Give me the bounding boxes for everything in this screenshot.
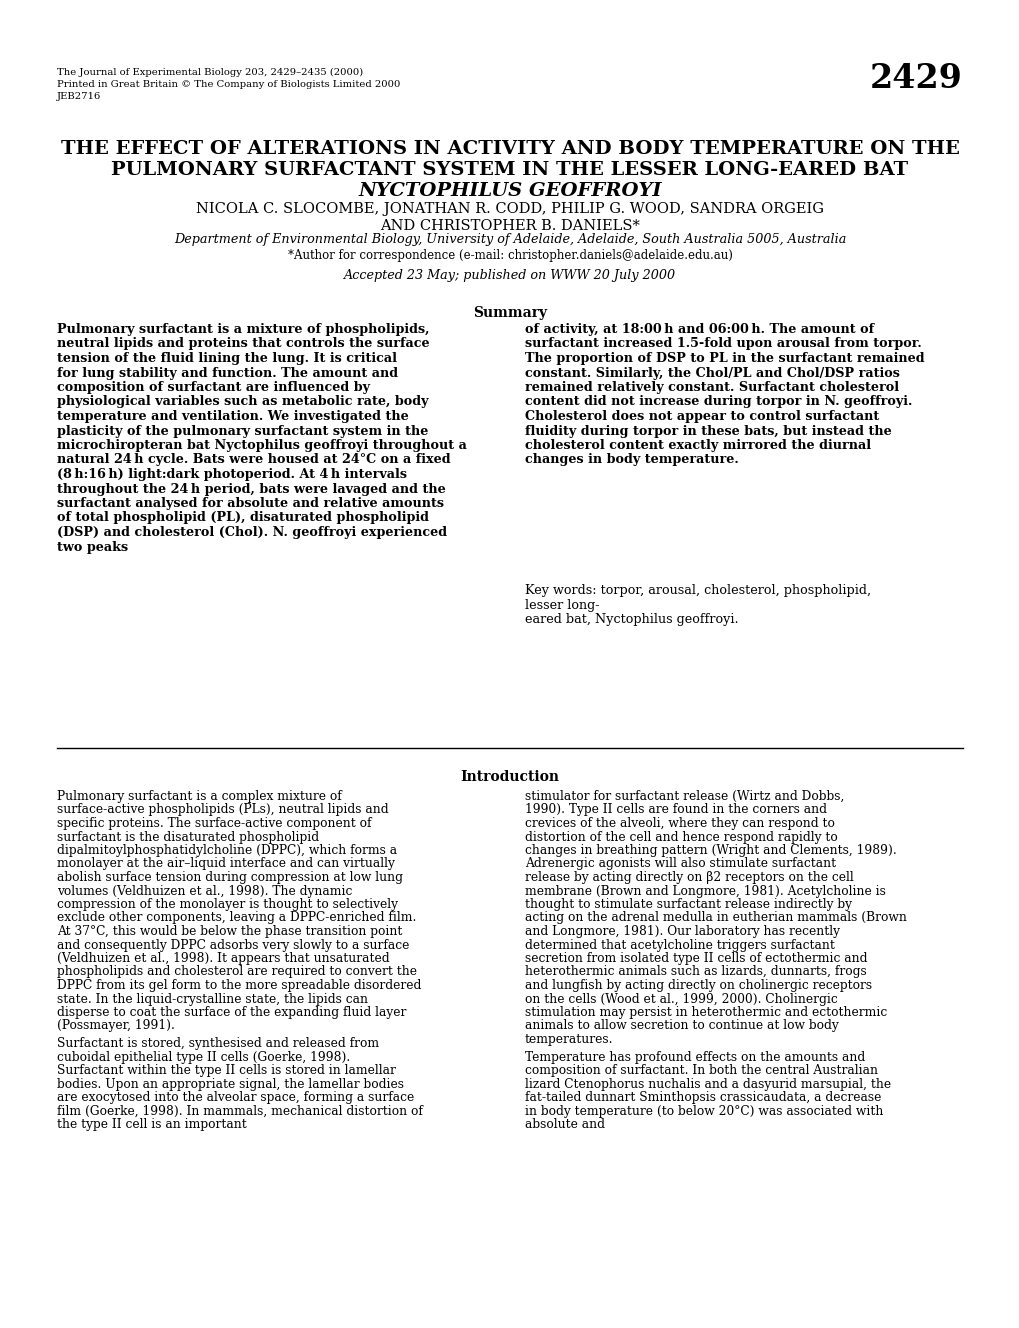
Text: of total phospholipid (PL), disaturated phospholipid: of total phospholipid (PL), disaturated … [57,511,429,525]
Text: two peaks: two peaks [57,540,128,554]
Text: plasticity of the pulmonary surfactant system in the: plasticity of the pulmonary surfactant s… [57,425,428,437]
Text: the type II cell is an important: the type II cell is an important [57,1118,247,1131]
Text: Department of Environmental Biology, University of Adelaide, Adelaide, South Aus: Department of Environmental Biology, Uni… [173,232,846,246]
Text: Summary: Summary [473,305,546,320]
Text: surfactant is the disaturated phospholipid: surfactant is the disaturated phospholip… [57,830,319,843]
Text: of activity, at 18:00 h and 06:00 h. The amount of: of activity, at 18:00 h and 06:00 h. The… [525,323,873,336]
Text: lesser long-: lesser long- [525,599,599,611]
Text: The proportion of DSP to PL in the surfactant remained: The proportion of DSP to PL in the surfa… [525,352,923,365]
Text: surface-active phospholipids (PLs), neutral lipids and: surface-active phospholipids (PLs), neut… [57,803,388,817]
Text: and consequently DPPC adsorbs very slowly to a surface: and consequently DPPC adsorbs very slowl… [57,939,409,951]
Text: Adrenergic agonists will also stimulate surfactant: Adrenergic agonists will also stimulate … [525,858,836,870]
Text: NICOLA C. SLOCOMBE, JONATHAN R. CODD, PHILIP G. WOOD, SANDRA ORGEIG: NICOLA C. SLOCOMBE, JONATHAN R. CODD, PH… [196,202,823,216]
Text: microchiropteran bat Nyctophilus geoffroyi throughout a: microchiropteran bat Nyctophilus geoffro… [57,440,467,452]
Text: film (Goerke, 1998). In mammals, mechanical distortion of: film (Goerke, 1998). In mammals, mechani… [57,1105,423,1118]
Text: stimulation may persist in heterothermic and ectothermic: stimulation may persist in heterothermic… [525,1007,887,1019]
Text: surfactant increased 1.5-fold upon arousal from torpor.: surfactant increased 1.5-fold upon arous… [525,337,921,351]
Text: and Longmore, 1981). Our laboratory has recently: and Longmore, 1981). Our laboratory has … [525,926,840,938]
Text: 1990). Type II cells are found in the corners and: 1990). Type II cells are found in the co… [525,803,826,817]
Text: Pulmonary surfactant is a complex mixture of: Pulmonary surfactant is a complex mixtur… [57,790,341,803]
Text: specific proteins. The surface-active component of: specific proteins. The surface-active co… [57,817,371,830]
Text: (8 h:16 h) light:dark photoperiod. At 4 h intervals: (8 h:16 h) light:dark photoperiod. At 4 … [57,467,407,481]
Text: THE EFFECT OF ALTERATIONS IN ACTIVITY AND BODY TEMPERATURE ON THE: THE EFFECT OF ALTERATIONS IN ACTIVITY AN… [60,139,959,158]
Text: natural 24 h cycle. Bats were housed at 24°C on a fixed: natural 24 h cycle. Bats were housed at … [57,453,450,466]
Text: Accepted 23 May; published on WWW 20 July 2000: Accepted 23 May; published on WWW 20 Jul… [343,270,676,282]
Text: animals to allow secretion to continue at low body: animals to allow secretion to continue a… [525,1020,838,1032]
Text: lizard Ctenophorus nuchalis and a dasyurid marsupial, the: lizard Ctenophorus nuchalis and a dasyur… [525,1077,891,1090]
Text: phospholipids and cholesterol are required to convert the: phospholipids and cholesterol are requir… [57,965,417,979]
Text: (Veldhuizen et al., 1998). It appears that unsaturated: (Veldhuizen et al., 1998). It appears th… [57,952,389,965]
Text: release by acting directly on β2 receptors on the cell: release by acting directly on β2 recepto… [525,871,853,884]
Text: monolayer at the air–liquid interface and can virtually: monolayer at the air–liquid interface an… [57,858,394,870]
Text: distortion of the cell and hence respond rapidly to: distortion of the cell and hence respond… [525,830,837,843]
Text: volumes (Veldhuizen et al., 1998). The dynamic: volumes (Veldhuizen et al., 1998). The d… [57,884,352,898]
Text: composition of surfactant are influenced by: composition of surfactant are influenced… [57,381,370,394]
Text: temperatures.: temperatures. [525,1033,612,1046]
Text: cuboidal epithelial type II cells (Goerke, 1998).: cuboidal epithelial type II cells (Goerk… [57,1050,350,1064]
Text: for lung stability and function. The amount and: for lung stability and function. The amo… [57,367,397,380]
Text: changes in body temperature.: changes in body temperature. [525,453,738,466]
Text: Surfactant within the type II cells is stored in lamellar: Surfactant within the type II cells is s… [57,1064,395,1077]
Text: changes in breathing pattern (Wright and Clements, 1989).: changes in breathing pattern (Wright and… [525,845,896,857]
Text: absolute and: absolute and [525,1118,604,1131]
Text: heterothermic animals such as lizards, dunnarts, frogs: heterothermic animals such as lizards, d… [525,965,866,979]
Text: and lungfish by acting directly on cholinergic receptors: and lungfish by acting directly on choli… [525,979,871,992]
Text: surfactant analysed for absolute and relative amounts: surfactant analysed for absolute and rel… [57,497,443,510]
Text: abolish surface tension during compression at low lung: abolish surface tension during compressi… [57,871,403,884]
Text: stimulator for surfactant release (Wirtz and Dobbs,: stimulator for surfactant release (Wirtz… [525,790,844,803]
Text: membrane (Brown and Longmore, 1981). Acetylcholine is: membrane (Brown and Longmore, 1981). Ace… [525,884,886,898]
Text: At 37°C, this would be below the phase transition point: At 37°C, this would be below the phase t… [57,926,401,938]
Text: constant. Similarly, the Chol/PL and Chol/DSP ratios: constant. Similarly, the Chol/PL and Cho… [525,367,899,380]
Text: dipalmitoylphosphatidylcholine (DPPC), which forms a: dipalmitoylphosphatidylcholine (DPPC), w… [57,845,396,857]
Text: are exocytosed into the alveolar space, forming a surface: are exocytosed into the alveolar space, … [57,1092,414,1104]
Text: on the cells (Wood et al., 1999, 2000). Cholinergic: on the cells (Wood et al., 1999, 2000). … [525,992,837,1005]
Text: NYCTOPHILUS GEOFFROYI: NYCTOPHILUS GEOFFROYI [358,182,661,201]
Text: 2429: 2429 [869,62,962,96]
Text: determined that acetylcholine triggers surfactant: determined that acetylcholine triggers s… [525,939,835,951]
Text: tension of the fluid lining the lung. It is critical: tension of the fluid lining the lung. It… [57,352,396,365]
Text: acting on the adrenal medulla in eutherian mammals (Brown: acting on the adrenal medulla in eutheri… [525,911,906,924]
Text: Key words: torpor, arousal, cholesterol, phospholipid,: Key words: torpor, arousal, cholesterol,… [525,584,870,598]
Text: Surfactant is stored, synthesised and released from: Surfactant is stored, synthesised and re… [57,1037,379,1050]
Text: Printed in Great Britain © The Company of Biologists Limited 2000: Printed in Great Britain © The Company o… [57,80,400,89]
Text: in body temperature (to below 20°C) was associated with: in body temperature (to below 20°C) was … [525,1105,882,1118]
Text: Introduction: Introduction [460,770,559,784]
Text: JEB2716: JEB2716 [57,92,101,101]
Text: (Possmayer, 1991).: (Possmayer, 1991). [57,1020,174,1032]
Text: compression of the monolayer is thought to selectively: compression of the monolayer is thought … [57,898,397,911]
Text: disperse to coat the surface of the expanding fluid layer: disperse to coat the surface of the expa… [57,1007,406,1019]
Text: Temperature has profound effects on the amounts and: Temperature has profound effects on the … [525,1050,864,1064]
Text: physiological variables such as metabolic rate, body: physiological variables such as metaboli… [57,396,428,409]
Text: temperature and ventilation. We investigated the: temperature and ventilation. We investig… [57,410,409,424]
Text: thought to stimulate surfactant release indirectly by: thought to stimulate surfactant release … [525,898,851,911]
Text: content did not increase during torpor in N. geoffroyi.: content did not increase during torpor i… [525,396,911,409]
Text: eared bat, Nyctophilus geoffroyi.: eared bat, Nyctophilus geoffroyi. [525,614,738,625]
Text: fat-tailed dunnart Sminthopsis crassicaudata, a decrease: fat-tailed dunnart Sminthopsis crassicau… [525,1092,880,1104]
Text: secretion from isolated type II cells of ectothermic and: secretion from isolated type II cells of… [525,952,866,965]
Text: throughout the 24 h period, bats were lavaged and the: throughout the 24 h period, bats were la… [57,482,445,495]
Text: bodies. Upon an appropriate signal, the lamellar bodies: bodies. Upon an appropriate signal, the … [57,1077,404,1090]
Text: DPPC from its gel form to the more spreadable disordered: DPPC from its gel form to the more sprea… [57,979,421,992]
Text: AND CHRISTOPHER B. DANIELS*: AND CHRISTOPHER B. DANIELS* [380,219,639,232]
Text: Cholesterol does not appear to control surfactant: Cholesterol does not appear to control s… [525,410,878,424]
Text: fluidity during torpor in these bats, but instead the: fluidity during torpor in these bats, bu… [525,425,891,437]
Text: composition of surfactant. In both the central Australian: composition of surfactant. In both the c… [525,1064,877,1077]
Text: PULMONARY SURFACTANT SYSTEM IN THE LESSER LONG-EARED BAT: PULMONARY SURFACTANT SYSTEM IN THE LESSE… [111,161,908,179]
Text: state. In the liquid-crystalline state, the lipids can: state. In the liquid-crystalline state, … [57,992,368,1005]
Text: crevices of the alveoli, where they can respond to: crevices of the alveoli, where they can … [525,817,835,830]
Text: neutral lipids and proteins that controls the surface: neutral lipids and proteins that control… [57,337,429,351]
Text: *Author for correspondence (e-mail: christopher.daniels@adelaide.edu.au): *Author for correspondence (e-mail: chri… [287,250,732,262]
Text: (DSP) and cholesterol (Chol). N. geoffroyi experienced: (DSP) and cholesterol (Chol). N. geoffro… [57,526,446,539]
Text: exclude other components, leaving a DPPC-enriched film.: exclude other components, leaving a DPPC… [57,911,416,924]
Text: cholesterol content exactly mirrored the diurnal: cholesterol content exactly mirrored the… [525,440,870,452]
Text: Pulmonary surfactant is a mixture of phospholipids,: Pulmonary surfactant is a mixture of pho… [57,323,429,336]
Text: The Journal of Experimental Biology 203, 2429–2435 (2000): The Journal of Experimental Biology 203,… [57,68,363,77]
Text: remained relatively constant. Surfactant cholesterol: remained relatively constant. Surfactant… [525,381,898,394]
